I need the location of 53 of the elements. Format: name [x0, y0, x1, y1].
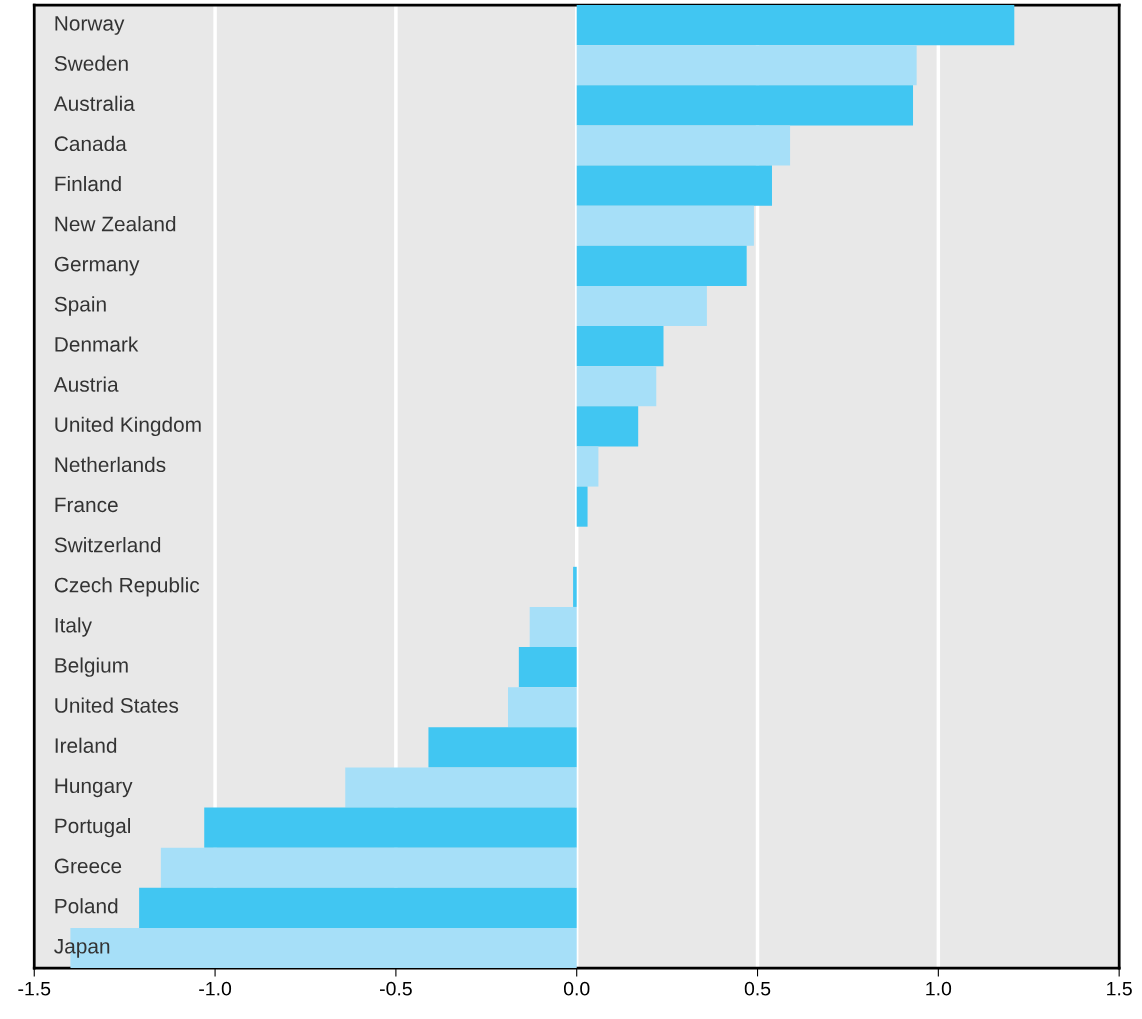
- y-tick-label: Denmark: [55, 336, 139, 352]
- bar: [576, 245, 747, 286]
- y-tick-label: France: [55, 497, 118, 513]
- bar: [576, 205, 754, 246]
- bar: [576, 326, 664, 367]
- bar: [428, 727, 577, 768]
- y-tick-label: Poland: [55, 898, 118, 914]
- bar: [576, 285, 707, 327]
- bar: [160, 847, 577, 888]
- y-tick-label: Ireland: [55, 737, 117, 753]
- y-tick-label: Switzerland: [54, 537, 161, 553]
- y-tick-label: Portugal: [55, 817, 130, 838]
- y-tick-label: Austria: [53, 376, 119, 392]
- bar: [529, 606, 577, 648]
- bar: [576, 446, 599, 487]
- y-tick-label: Hungary: [55, 778, 133, 798]
- y-tick-label: New Zealand: [55, 216, 176, 232]
- x-tick-label: 0.0: [563, 981, 590, 996]
- y-tick-label: Australia: [53, 95, 135, 111]
- y-tick-label: Finland: [55, 175, 121, 192]
- bar: [204, 807, 577, 848]
- y-tick-label: Belgium: [55, 657, 128, 677]
- bar: [139, 887, 577, 928]
- bar: [576, 5, 1015, 46]
- bar: [345, 767, 577, 808]
- y-tick-label: Czech Republic: [54, 577, 200, 597]
- x-tick-label: 1.0: [926, 981, 952, 996]
- bar: [576, 125, 791, 166]
- bar: [573, 566, 577, 607]
- bar: [576, 366, 657, 407]
- x-tick-label: -1.5: [18, 981, 51, 996]
- y-tick-label: Japan: [54, 939, 110, 958]
- y-tick-label: Canada: [54, 135, 127, 152]
- x-tick-label: 1.5: [1107, 981, 1132, 996]
- x-tick-label: -0.5: [380, 981, 412, 996]
- x-tick-label: -1.0: [199, 981, 232, 996]
- y-tick-label: Italy: [55, 617, 92, 637]
- bar: [576, 85, 914, 126]
- y-tick-label: Germany: [54, 256, 140, 276]
- y-tick-label: Spain: [54, 296, 106, 316]
- bar: [576, 45, 917, 86]
- y-tick-label: Sweden: [54, 55, 128, 71]
- y-tick-label: Norway: [55, 16, 125, 35]
- y-tick-label: United States: [55, 697, 179, 713]
- bar: [518, 647, 577, 688]
- y-tick-label: Greece: [54, 858, 122, 874]
- bar: [576, 486, 588, 527]
- bar: [576, 165, 772, 206]
- x-tick-label: 0.5: [744, 981, 771, 996]
- y-tick-label: United Kingdom: [55, 416, 201, 437]
- bar: [576, 406, 639, 447]
- y-tick-label: Netherlands: [55, 456, 166, 473]
- bar: [508, 687, 577, 728]
